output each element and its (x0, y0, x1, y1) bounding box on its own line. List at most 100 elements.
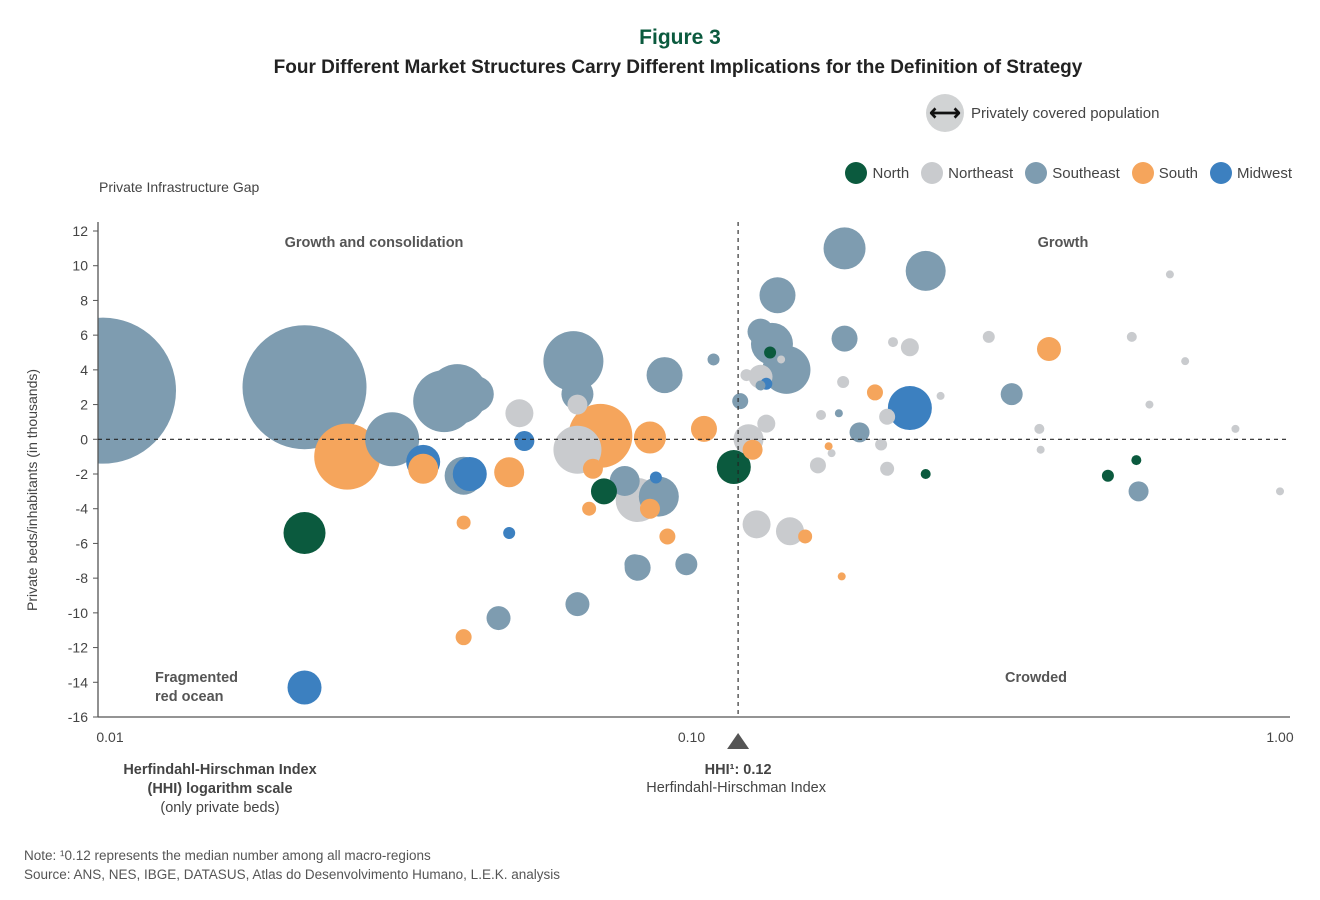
bubble-southeast (823, 227, 866, 270)
bubble-midwest (649, 471, 662, 484)
y-axis-label: Private beds/inhabitants (in thousands) (24, 369, 40, 611)
bubble-northeast (777, 355, 786, 364)
y-tick-label: 4 (80, 362, 88, 378)
bubble-northeast (888, 337, 899, 348)
chart-title: Private Infrastructure Gap (99, 179, 260, 195)
bubble-northeast (837, 376, 850, 389)
bubble-north (1131, 455, 1142, 466)
bubble-south (633, 421, 666, 454)
bubble-north (764, 346, 777, 359)
y-tick-label: 8 (80, 292, 88, 308)
bubble-south (824, 442, 833, 451)
y-tick-label: -16 (68, 709, 88, 725)
bubble-northeast (827, 449, 836, 458)
axes-layer: 12 10 8 6 4 2 0 -2 -4 -6 -8 -10 -12 -14 -16 0.01 0.10 1.0… (24, 222, 1294, 816)
bubble-northeast (1126, 331, 1137, 342)
quadrant-label-top-left: Growth and consolidation (285, 235, 464, 251)
bubble-north (590, 478, 617, 505)
bubble-southeast (98, 317, 176, 464)
bubble-southeast (759, 277, 796, 314)
bubble-northeast (936, 391, 945, 400)
bubble-midwest (503, 527, 516, 540)
bubble-south (798, 529, 813, 544)
x-axis-label: Herfindahl-Hirschman Index (123, 762, 316, 778)
bubble-south (639, 498, 660, 519)
bubble-northeast (1231, 424, 1240, 433)
legend-item-northeast: Northeast (921, 162, 1013, 184)
bubble-northeast (1034, 423, 1045, 434)
quadrant-label-bottom-left: Fragmented (155, 670, 238, 686)
bubble-southeast (675, 553, 698, 576)
bubble-southeast (565, 592, 590, 617)
legend-label: Northeast (948, 164, 1014, 182)
legend-swatch (1025, 162, 1048, 184)
legend-swatch (921, 162, 944, 184)
x-tick-label: 0.01 (96, 729, 123, 745)
bubble-southeast (624, 554, 645, 575)
bubble-northeast (1276, 487, 1284, 496)
legend-item-southeast: Southeast (1025, 162, 1120, 184)
legend-item-south: South (1131, 162, 1198, 184)
bubble-south (582, 501, 597, 516)
bubble-south (690, 415, 717, 442)
bubble-northeast (505, 399, 534, 428)
bubble-southeast (646, 357, 683, 394)
bubble-south (494, 457, 525, 488)
bubble-south (314, 423, 381, 490)
quadrant-label-bottom-right: Crowded (1005, 670, 1067, 686)
double-arrow-icon: ⟷ (926, 94, 964, 132)
legend-item-north: North (845, 162, 909, 184)
bubble-northeast (816, 409, 827, 420)
bubble-northeast (567, 394, 588, 415)
bubble-southeast (543, 331, 604, 392)
bubble-southeast (486, 606, 511, 631)
x-tick-label: 1.00 (1266, 729, 1293, 745)
bubble-south (455, 629, 472, 646)
bubble-northeast (879, 408, 896, 425)
legend-swatch (845, 162, 868, 184)
bubble-north (920, 469, 931, 479)
region-legend: North Northeast Southeast South Midwest (833, 162, 1292, 184)
y-tick-label: -12 (68, 640, 88, 656)
bubble-north (1101, 469, 1114, 482)
bubble-southeast (457, 376, 494, 413)
bubble-southeast (849, 422, 870, 443)
median-label: HHI¹: 0.12 (705, 762, 772, 778)
bubble-southeast (609, 465, 640, 496)
legend-label: North (872, 164, 910, 182)
bubble-northeast (1181, 357, 1190, 366)
bubble-northeast (809, 457, 826, 474)
x-axis-label: (HHI) logarithm scale (147, 781, 292, 797)
size-legend-label: Privately covered population (971, 104, 1160, 122)
bubble-northeast (740, 369, 753, 382)
legend-swatch (1131, 162, 1154, 184)
size-legend: ⟷ Privately covered population (926, 94, 1159, 132)
y-tick-label: -6 (76, 535, 89, 551)
bubble-southeast (1000, 383, 1023, 406)
y-tick-label: 0 (80, 431, 88, 447)
y-tick-label: 12 (72, 223, 88, 239)
y-tick-label: -14 (68, 674, 88, 690)
median-sublabel: Herfindahl-Hirschman Index (646, 780, 826, 796)
legend-label: Southeast (1052, 164, 1120, 182)
y-tick-label: 6 (80, 327, 88, 343)
y-tick-label: -4 (76, 501, 89, 517)
bubble-northeast (742, 510, 771, 539)
bubble-south (582, 458, 603, 479)
bubble-northeast (775, 517, 804, 546)
figure-title: Four Different Market Structures Carry D… (273, 57, 1083, 78)
bubble-southeast (755, 380, 766, 391)
quadrant-label-top-right: Growth (1038, 235, 1089, 251)
legend-item-midwest: Midwest (1209, 162, 1292, 184)
bubble-midwest (452, 457, 487, 491)
bubble-northeast (982, 330, 995, 343)
legend-label: South (1158, 164, 1198, 182)
bubble-southeast (732, 393, 749, 410)
bubble-southeast (905, 250, 946, 291)
legend-label: Midwest (1236, 164, 1292, 182)
x-axis-label: (only private beds) (160, 800, 279, 816)
figure-label: Figure 3 (639, 26, 721, 49)
legend-swatch (1209, 162, 1232, 184)
y-tick-label: 10 (72, 258, 88, 274)
